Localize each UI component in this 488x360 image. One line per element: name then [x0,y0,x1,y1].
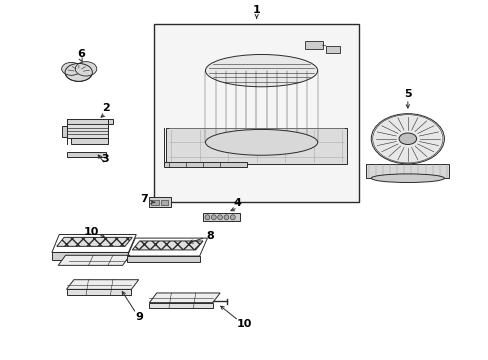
Text: 9: 9 [136,312,143,322]
Ellipse shape [204,215,209,220]
Text: 3: 3 [102,154,109,164]
Polygon shape [66,280,139,289]
Bar [61,126,67,137]
Ellipse shape [217,215,222,220]
Text: 2: 2 [102,103,109,113]
Ellipse shape [224,215,228,220]
Bar [163,162,246,167]
Ellipse shape [370,174,444,183]
Bar [166,128,346,164]
Bar [149,197,170,207]
Text: 8: 8 [206,231,214,240]
Text: 5: 5 [403,89,411,99]
Bar [66,124,108,138]
Ellipse shape [398,133,416,144]
Bar [305,41,322,49]
Bar [66,152,105,157]
Text: 7: 7 [141,194,148,204]
Bar [366,164,448,178]
Bar [325,46,339,53]
Ellipse shape [230,215,235,220]
Ellipse shape [65,63,92,81]
Ellipse shape [205,130,317,155]
Text: 1: 1 [252,5,260,15]
Bar [66,120,113,125]
Bar [71,138,108,144]
Ellipse shape [75,62,97,76]
Polygon shape [149,303,212,309]
Text: 10: 10 [83,227,99,237]
Text: 6: 6 [77,49,85,59]
Ellipse shape [211,215,216,220]
Text: 4: 4 [233,198,241,208]
Bar [203,213,239,221]
Polygon shape [57,237,132,246]
Ellipse shape [205,54,317,87]
Polygon shape [132,241,203,250]
Bar [154,24,358,202]
Polygon shape [149,293,220,303]
Polygon shape [58,255,130,265]
Polygon shape [66,289,131,296]
Polygon shape [52,252,128,260]
Bar [151,200,158,206]
Ellipse shape [370,114,444,164]
Text: 10: 10 [236,319,252,329]
Polygon shape [127,256,199,262]
Bar [160,200,167,206]
Ellipse shape [61,62,81,75]
